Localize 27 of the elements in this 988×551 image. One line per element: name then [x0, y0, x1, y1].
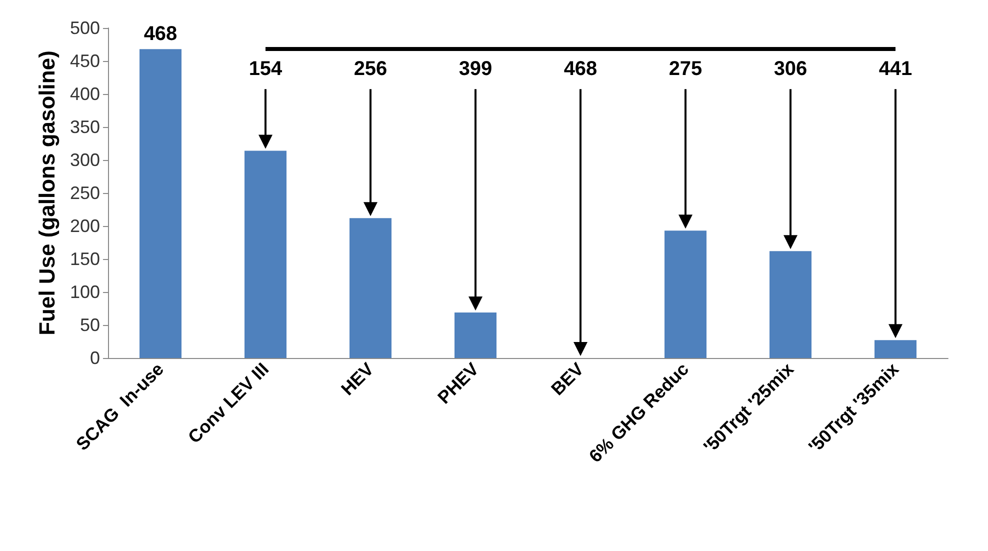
- annotation: 441: [878, 58, 912, 80]
- annotation: 306: [774, 58, 808, 80]
- annotation: 468: [564, 58, 598, 80]
- bar: [664, 230, 706, 358]
- bar: [140, 49, 182, 358]
- y-axis-title: Fuel Use (gallons gasoline): [34, 50, 60, 336]
- y-tick-label: 200: [70, 216, 100, 236]
- annotation: 399: [458, 58, 492, 80]
- annotation: 275: [668, 58, 702, 80]
- bar: [770, 251, 812, 358]
- y-tick-label: 50: [80, 315, 100, 335]
- y-tick-label: 350: [70, 117, 100, 137]
- data-label: 468: [144, 23, 178, 46]
- bar: [244, 150, 286, 358]
- y-tick-label: 450: [70, 51, 100, 71]
- bar: [874, 340, 916, 358]
- y-tick-label: 0: [90, 348, 100, 368]
- y-tick-label: 500: [70, 18, 100, 38]
- bar: [350, 218, 392, 358]
- annotation: 154: [248, 58, 284, 80]
- bar: [454, 312, 496, 358]
- y-tick-label: 100: [70, 282, 100, 302]
- y-tick-label: 300: [70, 150, 100, 170]
- y-tick-label: 400: [70, 84, 100, 104]
- y-tick-label: 150: [70, 249, 100, 269]
- y-tick-label: 250: [70, 183, 100, 203]
- annotation: 256: [354, 58, 388, 80]
